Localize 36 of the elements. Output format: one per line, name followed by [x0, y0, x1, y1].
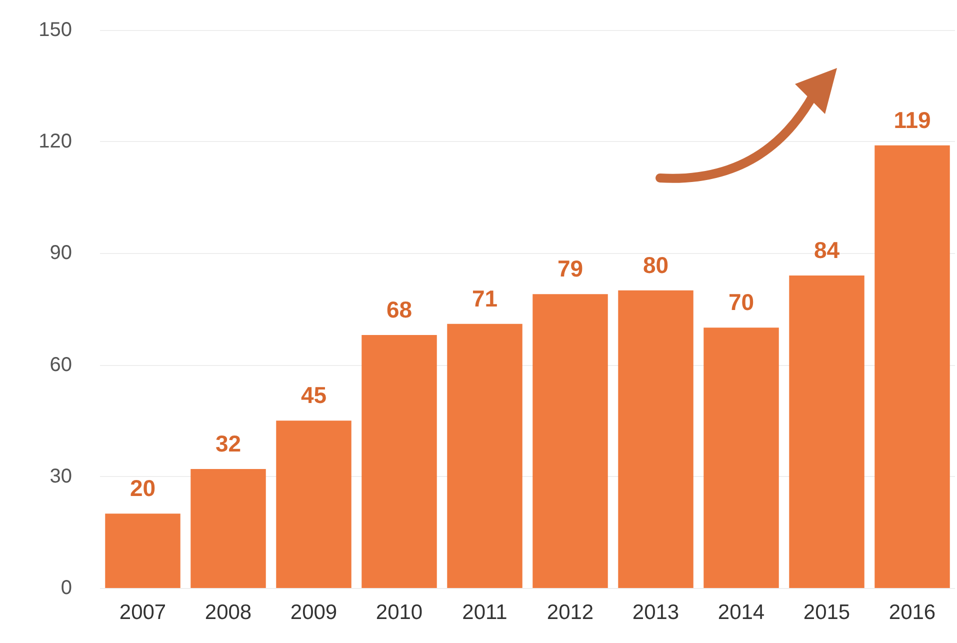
y-tick-label: 150 [38, 19, 72, 41]
y-tick-label: 0 [60, 577, 72, 599]
bar [190, 468, 266, 588]
data-label: 119 [894, 106, 931, 133]
bar [447, 324, 522, 588]
data-label: 70 [728, 289, 754, 316]
bar [105, 514, 180, 588]
x-tick-label: 2015 [803, 601, 850, 624]
x-tick-label: 2013 [632, 601, 680, 624]
data-label: 84 [814, 237, 840, 264]
x-tick-label: 2007 [119, 601, 166, 624]
y-tick-label: 90 [50, 242, 72, 264]
data-label: 71 [472, 285, 498, 312]
bar [618, 290, 694, 588]
x-tick-label: 2016 [888, 601, 936, 624]
y-tick-label: 60 [50, 354, 72, 376]
data-label: 79 [557, 256, 584, 282]
bar [362, 335, 437, 588]
x-tick-label: 2010 [376, 601, 423, 624]
bar [276, 420, 352, 588]
bar [532, 294, 608, 588]
x-tick-label: 2014 [718, 601, 765, 624]
y-tick-label: 120 [38, 130, 72, 153]
y-tick-label: 30 [50, 465, 72, 488]
bar [789, 276, 864, 588]
data-label: 68 [386, 296, 412, 323]
data-label: 32 [215, 430, 242, 456]
data-label: 45 [300, 382, 327, 408]
x-tick-label: 2009 [290, 601, 338, 624]
data-label: 20 [130, 475, 156, 502]
bar [874, 145, 950, 588]
x-tick-label: 2012 [546, 601, 594, 624]
data-label: 80 [642, 252, 669, 278]
x-tick-label: 2011 [462, 601, 508, 624]
bar [704, 328, 779, 588]
x-tick-label: 2008 [204, 601, 252, 624]
